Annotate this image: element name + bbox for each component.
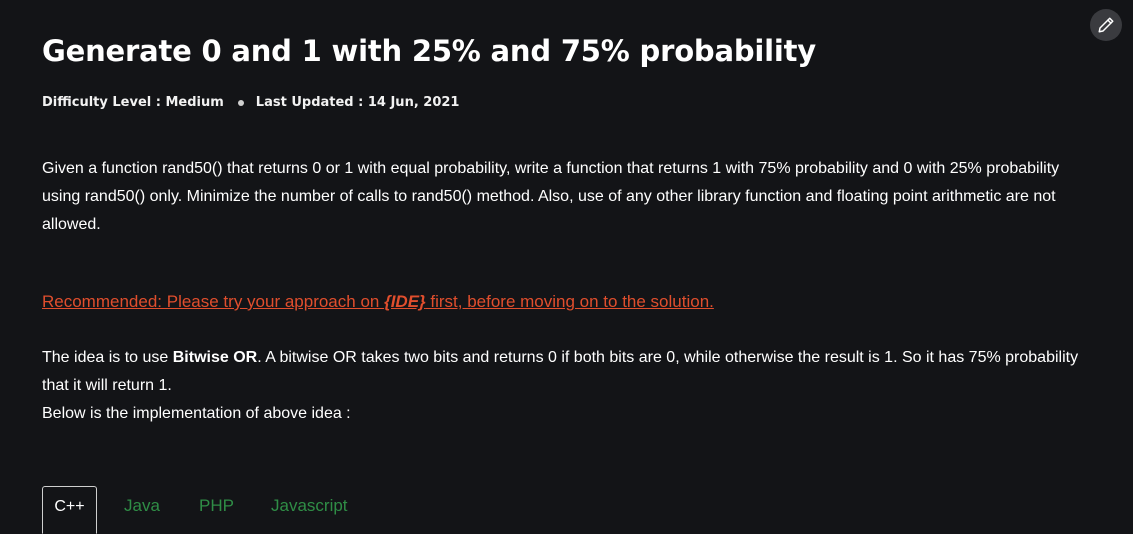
idea-text-after: . A bitwise OR takes two bits and return… xyxy=(42,349,1079,394)
tab-javascript[interactable]: Javascript xyxy=(271,496,348,515)
tab-java[interactable]: Java xyxy=(124,496,160,515)
difficulty-level: Difficulty Level : Medium xyxy=(42,95,224,110)
tab-cpp[interactable]: C++ xyxy=(42,486,97,534)
article-meta: Difficulty Level : Medium Last Updated :… xyxy=(42,95,459,110)
edit-button[interactable] xyxy=(1090,9,1122,41)
recommended-link[interactable]: Recommended: Please try your approach on… xyxy=(42,292,714,312)
implementation-intro: Below is the implementation of above ide… xyxy=(42,405,351,422)
pencil-icon xyxy=(1098,17,1114,33)
idea-paragraph: The idea is to use Bitwise OR. A bitwise… xyxy=(42,344,1082,428)
last-updated: Last Updated : 14 Jun, 2021 xyxy=(255,95,460,110)
language-tabs: C++ Java PHP Javascript xyxy=(42,486,1074,534)
intro-paragraph: Given a function rand50() that returns 0… xyxy=(42,160,1060,233)
article-title: Generate 0 and 1 with 25% and 75% probab… xyxy=(42,34,816,68)
idea-text-before: The idea is to use xyxy=(42,349,173,366)
ide-link[interactable]: {IDE} xyxy=(384,292,426,311)
recommended-prefix: Recommended: Please try your approach on xyxy=(42,292,385,311)
idea-bold-term: Bitwise OR xyxy=(172,349,258,366)
separator-dot-icon xyxy=(237,99,244,106)
recommended-suffix: first, before moving on to the solution. xyxy=(425,292,714,311)
tab-php[interactable]: PHP xyxy=(199,496,234,515)
